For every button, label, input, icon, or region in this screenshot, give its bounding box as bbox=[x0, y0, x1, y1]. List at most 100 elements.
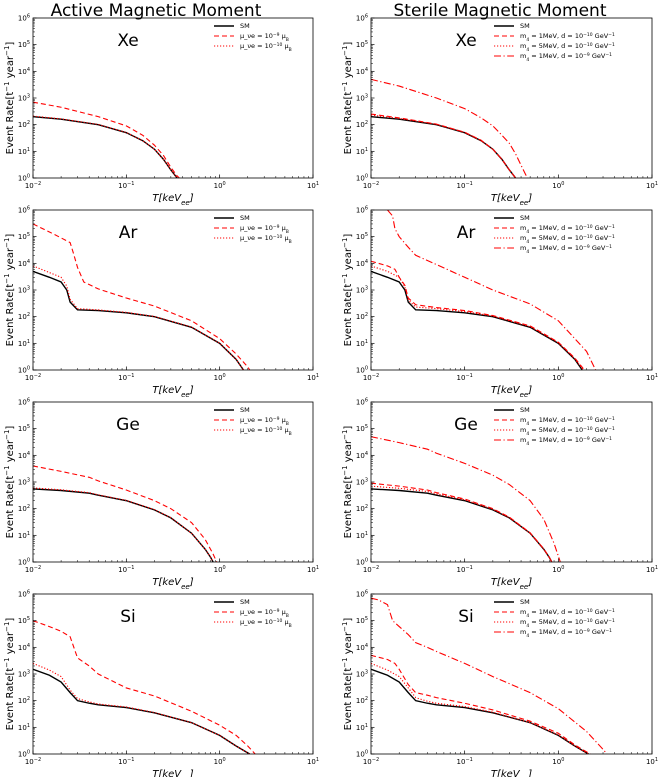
legend-label: SM bbox=[240, 406, 250, 414]
series-line-2 bbox=[371, 113, 517, 178]
x-axis-label: T[keVee] bbox=[491, 385, 532, 399]
y-tick-label: 100 bbox=[356, 750, 368, 759]
y-tick-label: 103 bbox=[356, 670, 368, 679]
series-line-1 bbox=[33, 270, 245, 370]
y-tick-label: 106 bbox=[356, 14, 368, 23]
panel-xe-sterile: 10−2 10−1 100 101 100 101 102 103 104 105 106 T[keV… bbox=[341, 14, 658, 208]
series-line-3 bbox=[33, 662, 251, 754]
legend-label: m4 = 1MeV, d = 10−10 GeV−1 bbox=[520, 416, 615, 427]
legend-label: m4 = 1MeV, d = 10−10 GeV−1 bbox=[520, 32, 615, 43]
y-tick-label: 104 bbox=[356, 451, 368, 460]
x-tick-label: 101 bbox=[646, 757, 658, 766]
series-line-1 bbox=[33, 668, 251, 754]
y-tick-label: 100 bbox=[18, 174, 30, 183]
x-tick-label: 100 bbox=[552, 565, 564, 574]
series-line-3 bbox=[371, 265, 584, 370]
series-line-1 bbox=[371, 488, 553, 562]
y-tick-label: 103 bbox=[18, 286, 30, 295]
x-tick-label: 101 bbox=[646, 181, 658, 190]
y-tick-label: 104 bbox=[356, 67, 368, 76]
legend-label: SM bbox=[520, 22, 530, 30]
series-line-2 bbox=[371, 482, 553, 562]
legend-label: SM bbox=[240, 214, 250, 222]
y-tick-label: 105 bbox=[356, 424, 368, 433]
y-tick-label: 104 bbox=[18, 451, 30, 460]
series-line-3 bbox=[33, 487, 214, 562]
x-tick-label: 10−1 bbox=[118, 565, 134, 574]
panel-element-label: Ar bbox=[119, 223, 138, 243]
y-tick-label: 106 bbox=[356, 590, 368, 599]
series-line-3 bbox=[371, 485, 553, 562]
y-tick-label: 103 bbox=[18, 478, 30, 487]
y-axis-label: Event Rate[t−1 year−1] bbox=[3, 234, 16, 347]
x-axis-label: T[keVee] bbox=[491, 193, 532, 207]
x-tick-label: 10−1 bbox=[457, 757, 473, 766]
x-tick-label: 10−1 bbox=[118, 757, 134, 766]
legend-label: SM bbox=[240, 22, 250, 30]
x-axis-label: T[keVee] bbox=[491, 577, 532, 591]
y-tick-label: 102 bbox=[356, 504, 368, 513]
y-tick-label: 103 bbox=[18, 94, 30, 103]
panel-ar-sterile: 10−2 10−1 100 101 100 101 102 103 104 105 106 T[keV… bbox=[341, 206, 658, 400]
legend-label: SM bbox=[520, 406, 530, 414]
y-axis-label: Event Rate[t−1 year−1] bbox=[3, 42, 16, 155]
y-tick-label: 105 bbox=[18, 232, 30, 241]
y-tick-label: 102 bbox=[356, 696, 368, 705]
series-line-2 bbox=[371, 260, 585, 370]
panel-ge-sterile: 10−2 10−1 100 101 100 101 102 103 104 105 106 T[keV… bbox=[341, 398, 658, 592]
y-axis-label: Event Rate[t−1 year−1] bbox=[341, 234, 354, 347]
y-tick-label: 102 bbox=[356, 120, 368, 129]
legend-label: μ_νe = 10−9 μB bbox=[240, 224, 289, 235]
legend-label: μ_νe = 10−9 μB bbox=[240, 32, 289, 43]
legend-label: m4 = 5MeV, d = 10−10 GeV−1 bbox=[520, 42, 615, 53]
legend: SM μ_νe = 10−9 μBμ_νe = 10−10 μB bbox=[214, 22, 292, 53]
y-tick-label: 105 bbox=[356, 40, 368, 49]
y-tick-label: 103 bbox=[356, 478, 368, 487]
y-tick-label: 100 bbox=[18, 750, 30, 759]
series-line-2 bbox=[33, 101, 180, 178]
legend-label: m4 = 1MeV, d = 10−9 GeV−1 bbox=[520, 244, 612, 255]
x-tick-label: 10−1 bbox=[118, 181, 134, 190]
y-tick-label: 102 bbox=[18, 120, 30, 129]
panel-si-sterile: 10−2 10−1 100 101 100 101 102 103 104 105 106 T[keV… bbox=[341, 590, 658, 777]
series-line-1 bbox=[371, 270, 583, 370]
series-line-4 bbox=[387, 210, 597, 370]
y-tick-label: 104 bbox=[18, 643, 30, 652]
x-axis-label: T[keVee] bbox=[491, 769, 532, 777]
series-line-3 bbox=[33, 265, 244, 370]
y-tick-label: 102 bbox=[18, 312, 30, 321]
y-tick-label: 104 bbox=[356, 259, 368, 268]
x-tick-label: 100 bbox=[552, 757, 564, 766]
legend: SM m4 = 1MeV, d = 10−10 GeV−1m4 = 5MeV, d… bbox=[494, 406, 615, 447]
series-line-4 bbox=[371, 597, 608, 754]
panel-element-label: Si bbox=[458, 607, 474, 627]
legend-label: SM bbox=[240, 598, 250, 606]
panel-element-label: Xe bbox=[117, 31, 138, 51]
x-tick-label: 10−2 bbox=[25, 757, 41, 766]
y-axis-label: Event Rate[t−1 year−1] bbox=[3, 426, 16, 539]
x-tick-label: 101 bbox=[307, 757, 319, 766]
y-tick-label: 101 bbox=[18, 531, 30, 540]
y-tick-label: 104 bbox=[18, 259, 30, 268]
x-tick-label: 101 bbox=[646, 373, 658, 382]
y-tick-label: 105 bbox=[18, 616, 30, 625]
y-tick-label: 102 bbox=[356, 312, 368, 321]
x-tick-label: 10−2 bbox=[363, 757, 379, 766]
legend-label: μ_νe = 10−10 μB bbox=[240, 618, 292, 629]
panel-element-label: Xe bbox=[455, 31, 476, 51]
y-axis-label: Event Rate[t−1 year−1] bbox=[341, 426, 354, 539]
x-tick-label: 10−2 bbox=[25, 181, 41, 190]
legend-label: m4 = 5MeV, d = 10−10 GeV−1 bbox=[520, 234, 615, 245]
panel-si-active: 10−2 10−1 100 101 100 101 102 103 104 105 106 T[keV… bbox=[3, 590, 319, 777]
legend-label: SM bbox=[520, 214, 530, 222]
x-tick-label: 101 bbox=[307, 373, 319, 382]
x-tick-label: 100 bbox=[214, 181, 226, 190]
y-tick-label: 106 bbox=[18, 14, 30, 23]
x-tick-label: 10−2 bbox=[363, 181, 379, 190]
y-axis-label: Event Rate[t−1 year−1] bbox=[341, 618, 354, 731]
x-tick-label: 10−1 bbox=[457, 181, 473, 190]
panel-element-label: Ar bbox=[457, 223, 476, 243]
y-tick-label: 103 bbox=[356, 94, 368, 103]
x-tick-label: 100 bbox=[552, 181, 564, 190]
